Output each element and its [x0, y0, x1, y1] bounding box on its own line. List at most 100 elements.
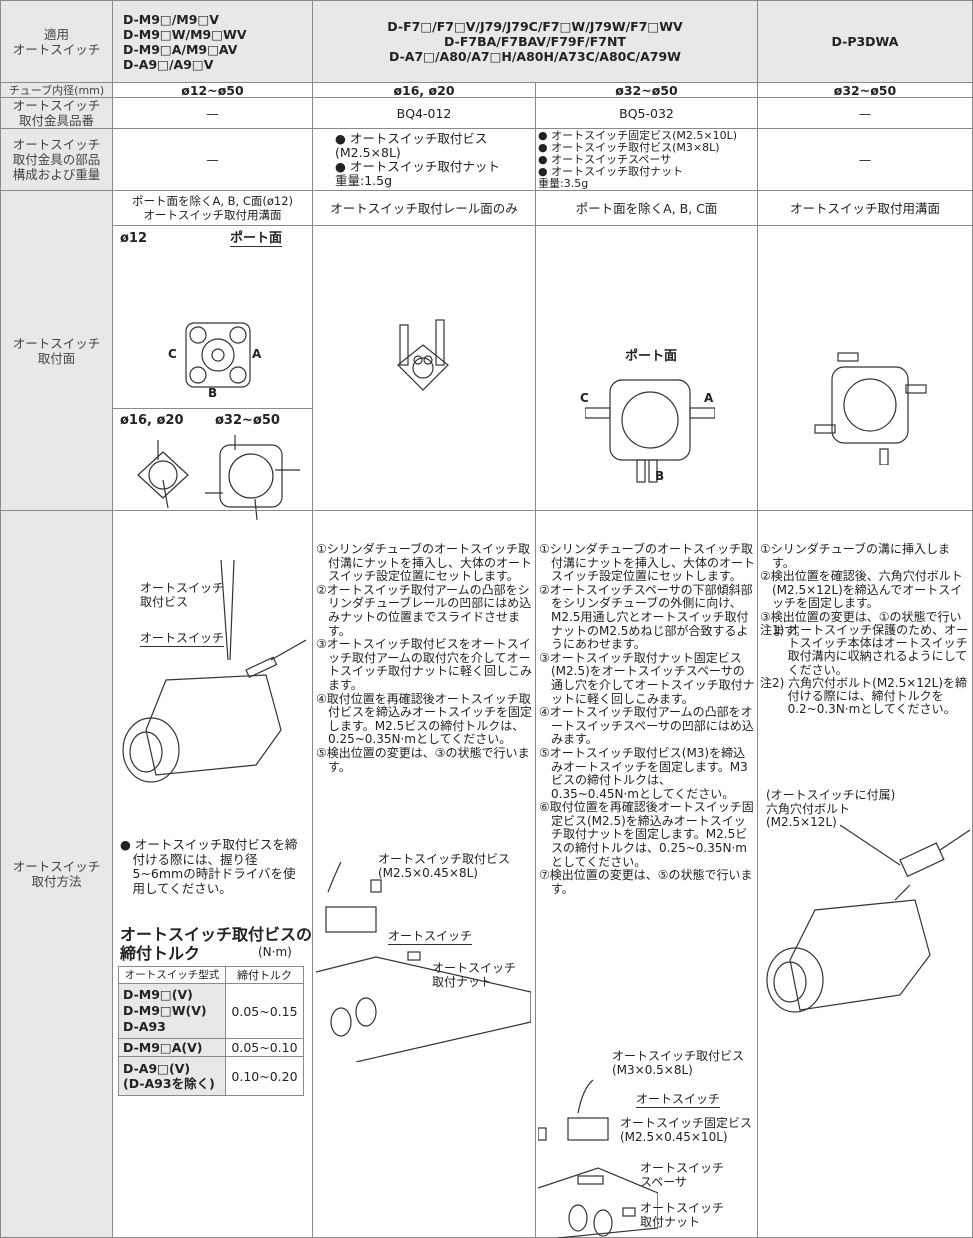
- fig-label: オートスイッチ固定ビス (M2.5×0.45×10L): [620, 1116, 753, 1144]
- fig-label: ポート面: [230, 231, 283, 247]
- text-line: ● オートスイッチ取付ビス(M3×8L): [538, 140, 720, 154]
- header-col1: D-M9□/M9□V D-M9□W/M9□WV D-M9□A/M9□AV D-A9□/…: [112, 0, 313, 83]
- paragraph: ⑤検出位置の変更は、③の状態で行います。: [316, 745, 530, 774]
- note-text: ● オートスイッチ取付ビスを締付ける際には、握り径5~6mmの時計ドライバを使用…: [120, 837, 298, 896]
- text-line: オートスイッチ: [12, 98, 101, 113]
- text-line: D-M9□A(V): [123, 1040, 203, 1055]
- text-line: ● オートスイッチ取付ビス: [335, 130, 488, 146]
- paragraph: ①シリンダチューブのオートスイッチ取付溝にナットを挿入し、大体のオートスイッチ設…: [316, 542, 533, 584]
- text-line: オートスイッチ: [640, 1161, 725, 1175]
- text-line: ● オートスイッチ取付ナット: [335, 158, 500, 174]
- steps: ①シリンダチューブのオートスイッチ取付溝にナットを挿入し、大体のオートスイッチ設…: [316, 542, 533, 774]
- table-model: D-A9□(V) (D-A93を除く): [118, 1056, 226, 1096]
- text-line: (M2.5×0.45×8L): [378, 865, 478, 880]
- header-col23: D-F7□/F7□V/J79/J79C/F7□W/J79W/F7□WV D-F7B…: [312, 0, 758, 83]
- table-header: オートスイッチ型式: [118, 966, 226, 984]
- surface-caption: オートスイッチ取付用溝面: [757, 190, 973, 226]
- text-line: D-M9□W/M9□WV: [123, 26, 247, 42]
- fig-label: A: [704, 391, 714, 405]
- bracket-parts-label: オートスイッチ 取付金具の部品 構成および重量: [0, 128, 113, 191]
- fig-label: ø16, ø20: [120, 413, 184, 428]
- text-line: (M2.5×0.45×10L): [620, 1129, 728, 1144]
- header-col4: D-P3DWA: [757, 0, 973, 83]
- steps: ①シリンダチューブのオートスイッチ取付溝にナットを挿入し、大体のオートスイッチ設…: [539, 542, 755, 896]
- text-line: (M2.5×8L): [335, 144, 401, 160]
- paragraph: ②オートスイッチスペーサの下部傾斜部をシリンダチューブの外側に向け、M2.5用通…: [539, 582, 753, 652]
- fig-label: オートスイッチ取付ビス (M3×0.5×8L): [612, 1049, 745, 1077]
- fig-label: オートスイッチ: [636, 1092, 721, 1108]
- text-line: オートスイッチ: [640, 1201, 725, 1215]
- fig-drawing: [316, 862, 531, 1062]
- bracket-no: BQ4-012: [312, 97, 536, 129]
- surface-caption: ポート面を除くA, B, C面(ø12) オートスイッチ取付用溝面: [112, 190, 313, 226]
- text-line: (オートスイッチに付属): [766, 788, 896, 802]
- fig-label: A: [252, 347, 262, 361]
- fig-label: B: [655, 469, 665, 483]
- text-line: オートスイッチ固定ビス: [620, 1116, 753, 1130]
- surface-caption: ポート面を除くA, B, C面: [535, 190, 758, 226]
- text-line: D-M9□A/M9□AV: [123, 41, 238, 57]
- divider: [112, 408, 312, 409]
- fig-drawing: [397, 319, 449, 391]
- fig-drawing: [185, 322, 251, 388]
- fig-drawing: [122, 560, 306, 783]
- header-label: 適用 オートスイッチ: [0, 0, 113, 83]
- text-line: D-M9□/M9□V: [123, 11, 219, 27]
- text-line: (D-A93を除く): [123, 1076, 215, 1091]
- fig-label: オートスイッチ取付ビス (M2.5×0.45×8L): [378, 852, 510, 880]
- text-line: オートスイッチ取付ビス: [612, 1049, 745, 1063]
- torque-unit: (N·m): [258, 945, 292, 959]
- fig-label: オートスイッチ 取付ビス: [140, 581, 225, 609]
- text-line: D-A9□(V): [123, 1061, 191, 1076]
- bracket-no: —: [112, 97, 313, 129]
- paragraph: ④オートスイッチ取付アームの凸部をオートスイッチスペーサの凹部にはめ込みます。: [539, 705, 754, 747]
- fig-label: ø12: [120, 231, 148, 246]
- bracket-parts: —: [757, 128, 973, 191]
- bracket-no: —: [757, 97, 973, 129]
- fig-label: B: [208, 386, 218, 400]
- fig-label: C: [580, 391, 589, 405]
- text-line: (M2.5×12L): [766, 815, 837, 829]
- note: ● オートスイッチ取付ビスを締付ける際には、握り径5~6mmの時計ドライバを使用…: [120, 837, 306, 896]
- paragraph: ⑦検出位置の変更は、⑤の状態で行います。: [539, 868, 753, 896]
- text-line: オートスイッチ: [432, 961, 517, 975]
- text-line: D-M9□(V): [123, 987, 193, 1002]
- fig-label: オートスイッチ: [388, 929, 473, 945]
- text-line: 取付ナット: [432, 974, 493, 989]
- bore-value: ø16, ø20: [312, 82, 536, 98]
- bore-value: ø32~ø50: [535, 82, 758, 98]
- text-line: 取付ナット: [640, 1214, 701, 1229]
- table-header: 締付トルク: [225, 966, 304, 984]
- text-line: オートスイッチ: [140, 581, 225, 595]
- fig-drawing: [538, 1079, 658, 1238]
- text-line: オートスイッチ: [12, 335, 101, 351]
- bracket-no: BQ5-032: [535, 97, 758, 129]
- table-torque: 0.05~0.10: [225, 1038, 304, 1057]
- text-line: オートスイッチ取付ビスの: [120, 925, 313, 944]
- fig-label: オートスイッチ 取付ナット: [432, 961, 517, 989]
- text-line: 締付トルク: [120, 944, 201, 963]
- text-line: 取付ビス: [140, 594, 189, 609]
- text-line: D-A93: [123, 1019, 166, 1034]
- text-line: オートスイッチ: [12, 859, 101, 874]
- text-line: D-F7□/F7□V/J79/J79C/F7□W/J79W/F7□WV: [387, 19, 683, 34]
- bracket-parts: ● オートスイッチ取付ビス (M2.5×8L) ● オートスイッチ取付ナット 重量:1…: [312, 128, 536, 191]
- text-line: オートスイッチ取付用溝面: [143, 208, 282, 222]
- bore-label: チューブ内径(mm): [0, 82, 113, 98]
- fig-drawing: [137, 440, 189, 509]
- text-line: スペーサ: [640, 1174, 687, 1189]
- text-line: 取付方法: [31, 874, 82, 889]
- surface-caption: オートスイッチ取付レール面のみ: [312, 190, 536, 226]
- text-line: オートスイッチ: [12, 41, 101, 57]
- text-line: D-M9□W(V): [123, 1003, 207, 1018]
- table-model: D-M9□A(V): [118, 1038, 226, 1057]
- table-model: D-M9□(V) D-M9□W(V) D-A93: [118, 983, 226, 1039]
- bore-value: ø12~ø50: [112, 82, 313, 98]
- mount-method-label: オートスイッチ 取付方法: [0, 510, 113, 1238]
- fig-label: オートスイッチ: [140, 631, 225, 647]
- fig-label: C: [168, 347, 177, 361]
- paragraph: ②オートスイッチ取付アームの凸部をシリンダチューブレールの凹部にはめ込みナットの…: [316, 582, 532, 638]
- fig-drawing: [205, 435, 300, 520]
- fig-label: (オートスイッチに付属) 六角穴付ボルト (M2.5×12L): [766, 788, 896, 830]
